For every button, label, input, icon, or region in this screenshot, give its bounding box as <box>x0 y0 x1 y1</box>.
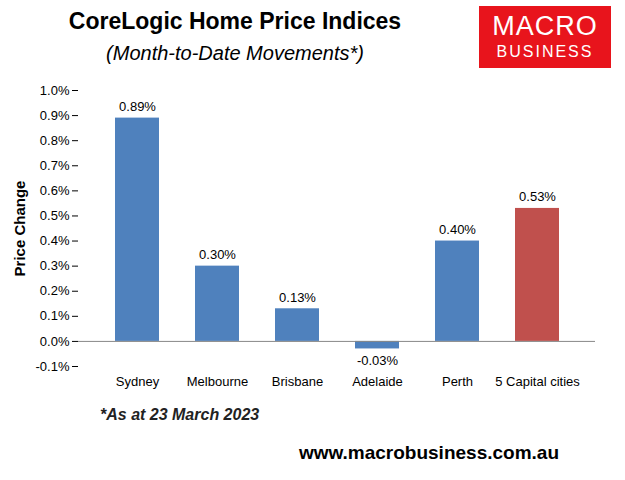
svg-text:-0.03%: -0.03% <box>357 353 399 368</box>
svg-text:0.8%: 0.8% <box>40 133 70 148</box>
svg-text:Sydney: Sydney <box>116 374 160 389</box>
svg-text:0.5%: 0.5% <box>40 208 70 223</box>
svg-text:0.0%: 0.0% <box>40 334 70 349</box>
svg-text:0.2%: 0.2% <box>40 283 70 298</box>
svg-text:0.3%: 0.3% <box>40 258 70 273</box>
html-text:MACRO: MACRO <box>492 11 598 41</box>
svg-text:0.13%: 0.13% <box>279 290 316 305</box>
svg-text:0.40%: 0.40% <box>439 222 476 237</box>
svg-text:5 Capital cities: 5 Capital cities <box>495 374 580 389</box>
svg-text:0.7%: 0.7% <box>40 158 70 173</box>
svg-text:-0.1%: -0.1% <box>36 359 70 374</box>
svg-text:Melbourne: Melbourne <box>187 374 248 389</box>
svg-text:0.9%: 0.9% <box>40 108 70 123</box>
html-text:*As at 23 March 2023: *As at 23 March 2023 <box>100 406 260 423</box>
svg-text:Price Change: Price Change <box>11 181 28 277</box>
svg-text:0.89%: 0.89% <box>119 99 156 114</box>
html-text:(Month-to-Date Movements*): (Month-to-Date Movements*) <box>106 42 364 64</box>
svg-text:0.1%: 0.1% <box>40 308 70 323</box>
svg-text:Perth: Perth <box>442 374 473 389</box>
html-text:www.macrobusiness.com.au: www.macrobusiness.com.au <box>298 442 559 463</box>
svg-text:0.30%: 0.30% <box>199 247 236 262</box>
svg-text:1.0%: 1.0% <box>40 83 70 98</box>
svg-text:Adelaide: Adelaide <box>352 374 403 389</box>
svg-text:0.4%: 0.4% <box>40 233 70 248</box>
svg-text:0.53%: 0.53% <box>519 189 556 204</box>
svg-text:0.6%: 0.6% <box>40 183 70 198</box>
svg-text:Brisbane: Brisbane <box>272 374 323 389</box>
html-text:BUSINESS: BUSINESS <box>496 43 594 60</box>
html-text:CoreLogic Home Price Indices: CoreLogic Home Price Indices <box>68 8 402 34</box>
